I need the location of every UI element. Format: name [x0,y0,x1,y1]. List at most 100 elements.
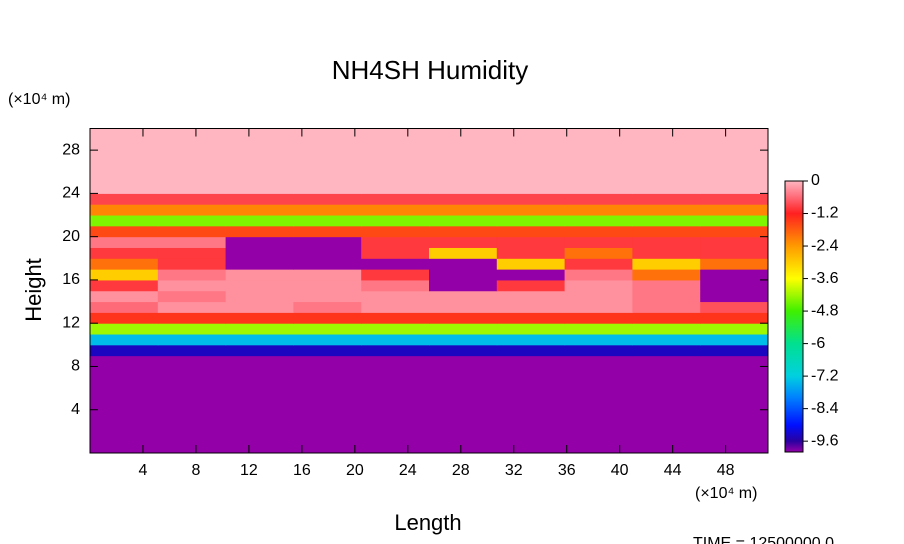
cell [157,323,227,335]
cell [157,301,227,313]
cell [429,334,498,346]
y-tick-label: 4 [71,401,80,418]
cell [564,225,633,238]
cell [429,171,498,184]
cell [90,236,159,248]
cell [700,301,769,313]
cell [496,269,566,281]
cell [361,171,430,184]
cell [293,128,362,140]
cell [429,193,498,205]
cell [632,204,701,216]
cell [225,301,294,313]
cell [632,236,701,248]
cell [700,193,769,205]
cell [225,388,294,400]
cell [496,366,566,378]
cell [157,215,227,227]
cell [157,279,227,292]
cell [700,236,769,248]
cell [496,431,566,443]
cell [361,431,430,443]
cell [90,269,159,281]
colorbar-tick-label: -7.2 [811,367,839,384]
cell [632,377,701,389]
cell [564,377,633,389]
cell [700,323,769,335]
cell [225,193,294,205]
cell [564,398,633,411]
y-tick-label: 12 [62,314,80,331]
cell [225,312,294,324]
cell [361,290,430,303]
cell [293,215,362,227]
cell [700,258,769,270]
cell [157,258,227,270]
cell [496,377,566,389]
y-tick-label: 20 [62,228,80,245]
cell [429,409,498,422]
cell [429,355,498,367]
cell [225,128,294,140]
cell [700,420,769,432]
cell [90,204,159,216]
cell [225,420,294,432]
cell [496,355,566,367]
cell [90,377,159,389]
cell [293,442,362,454]
cell [157,377,227,389]
cell [361,377,430,389]
cell [293,388,362,400]
cell [564,290,633,303]
cell [225,215,294,227]
colorbar-tick-label: 0 [811,172,820,189]
cell [632,442,701,454]
cell [90,431,159,443]
x-tick-label: 8 [191,462,200,479]
x-tick-label: 20 [346,462,364,479]
cell [90,388,159,400]
cell [361,236,430,248]
cell [429,160,498,173]
cell [90,409,159,422]
cell [632,398,701,411]
cell [90,215,159,227]
cell [293,204,362,216]
cell [293,431,362,443]
colorbar [784,180,804,453]
cell [632,139,701,151]
cell [90,279,159,292]
cell [564,128,633,140]
cell [429,366,498,378]
cell [496,279,566,292]
cell [293,236,362,248]
cell [564,344,633,357]
cell [700,377,769,389]
cell [225,171,294,184]
cell [564,279,633,292]
cell [157,193,227,205]
cell [225,344,294,357]
cell [225,204,294,216]
cell [157,442,227,454]
cell [361,409,430,422]
cell [361,225,430,238]
cell [429,236,498,248]
cell [564,150,633,162]
cell [564,355,633,367]
cell [632,269,701,281]
cell [429,225,498,238]
cell [700,334,769,346]
cell [429,258,498,270]
cell [157,247,227,259]
cell [564,269,633,281]
cell [700,442,769,454]
cell [496,160,566,173]
cell [361,215,430,227]
cell [496,215,566,227]
cell [157,312,227,324]
cell [225,409,294,422]
cell [429,279,498,292]
cell [157,290,227,303]
